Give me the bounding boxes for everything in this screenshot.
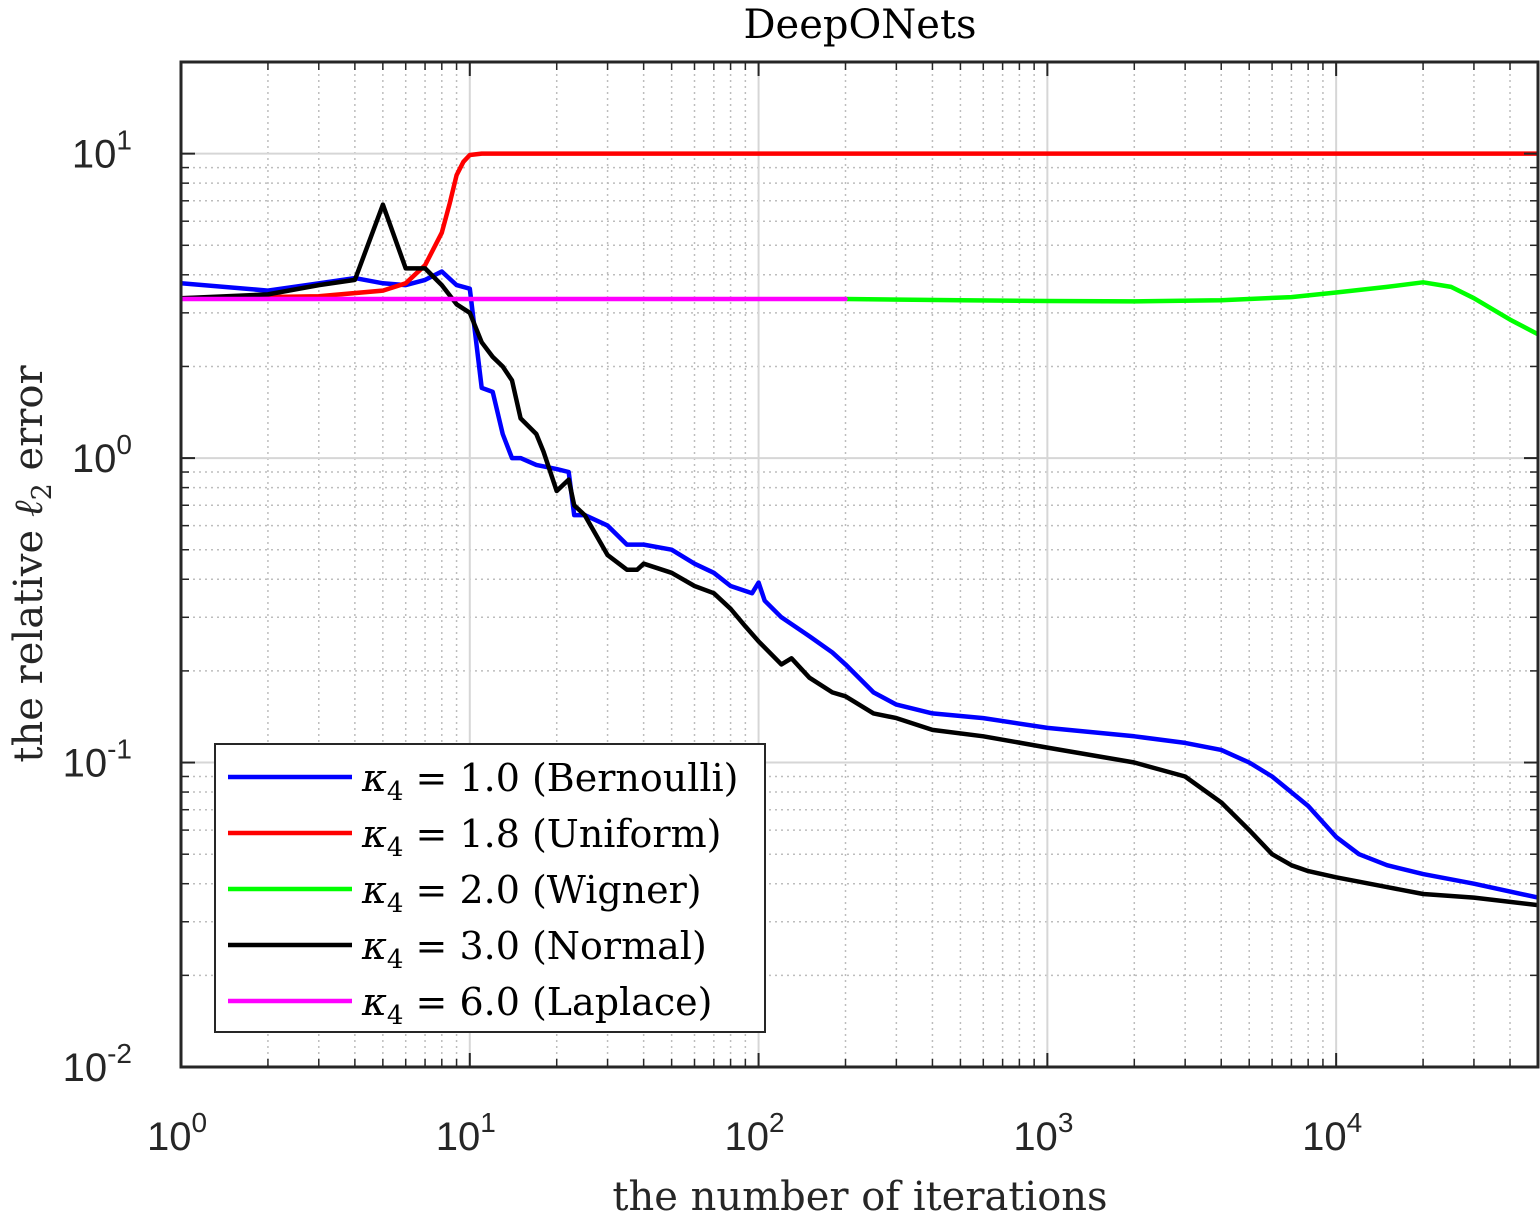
y-axis-label-prefix: the relative <box>6 517 52 763</box>
y-tick-base: 10 <box>72 437 117 481</box>
y-tick-exponent: 0 <box>116 429 132 460</box>
y-axis-label: the relative ℓ2 error <box>6 365 58 763</box>
y-tick-label: 100 <box>72 429 132 481</box>
y-tick-exponent: -1 <box>107 734 132 765</box>
y-tick-label: 101 <box>72 125 132 177</box>
legend-label-text: = 2.0 (Wigner) <box>403 868 701 912</box>
x-tick-base: 10 <box>147 1115 192 1159</box>
x-tick-label: 102 <box>725 1107 785 1159</box>
x-tick-base: 10 <box>1013 1115 1058 1159</box>
series-line-2 <box>181 151 1538 301</box>
legend-label-text: = 1.8 (Uniform) <box>403 812 721 856</box>
y-tick-exponent: -2 <box>107 1038 132 1069</box>
plot-frame <box>179 60 1540 1069</box>
legend-label-text: = 1.0 (Bernoulli) <box>403 756 738 800</box>
legend-box <box>214 743 766 1033</box>
chart-title: DeepONets <box>743 2 976 48</box>
series-group <box>181 151 1538 908</box>
legend-kappa-subscript: 4 <box>387 1001 404 1031</box>
legend-kappa-subscript: 4 <box>387 833 404 863</box>
x-tick-exponent: 0 <box>191 1107 207 1138</box>
x-tick-base: 10 <box>725 1115 770 1159</box>
legend-kappa: κ <box>361 868 387 912</box>
legend-label-text: = 6.0 (Laplace) <box>403 980 712 1024</box>
y-axis-label-symbol: ℓ <box>6 500 52 517</box>
y-axis-label-suffix: error <box>6 365 52 484</box>
x-tick-exponent: 3 <box>1058 1107 1074 1138</box>
legend-label-5: κ4 = 6.0 (Laplace) <box>361 980 712 1031</box>
x-axis-label: the number of iterations <box>612 1174 1107 1213</box>
legend-label-4: κ4 = 3.0 (Normal) <box>361 924 707 975</box>
series-line-4 <box>181 202 1538 908</box>
y-tick-label: 10-2 <box>63 1038 132 1090</box>
x-tick-base: 10 <box>1302 1115 1347 1159</box>
y-tick-base: 10 <box>63 742 108 786</box>
x-tick-exponent: 4 <box>1347 1107 1363 1138</box>
y-tick-exponent: 1 <box>116 125 132 156</box>
legend: κ4 = 1.0 (Bernoulli)κ4 = 1.8 (Uniform)κ4… <box>214 743 766 1033</box>
legend-kappa-subscript: 4 <box>387 945 404 975</box>
x-tick-label: 104 <box>1302 1107 1362 1159</box>
series-line-3 <box>843 280 1538 337</box>
y-tick-label: 10-1 <box>63 734 132 786</box>
legend-label-2: κ4 = 1.8 (Uniform) <box>361 812 721 863</box>
x-tick-base: 10 <box>436 1115 481 1159</box>
legend-label-3: κ4 = 2.0 (Wigner) <box>361 868 702 919</box>
y-axis-label-subscript: 2 <box>27 483 58 500</box>
x-tick-exponent: 2 <box>769 1107 785 1138</box>
legend-kappa: κ <box>361 756 387 800</box>
legend-kappa-subscript: 4 <box>387 889 404 919</box>
series-line-1 <box>181 269 1538 900</box>
legend-label-1: κ4 = 1.0 (Bernoulli) <box>361 756 739 807</box>
legend-kappa: κ <box>361 980 387 1024</box>
legend-kappa-subscript: 4 <box>387 777 404 807</box>
legend-kappa: κ <box>361 812 387 856</box>
x-tick-label: 100 <box>147 1107 207 1159</box>
y-tick-base: 10 <box>72 133 117 177</box>
x-tick-exponent: 1 <box>480 1107 496 1138</box>
x-tick-label: 101 <box>436 1107 496 1159</box>
legend-label-text: = 3.0 (Normal) <box>403 924 706 968</box>
y-tick-base: 10 <box>63 1046 108 1090</box>
legend-kappa: κ <box>361 924 387 968</box>
x-tick-label: 103 <box>1013 1107 1073 1159</box>
